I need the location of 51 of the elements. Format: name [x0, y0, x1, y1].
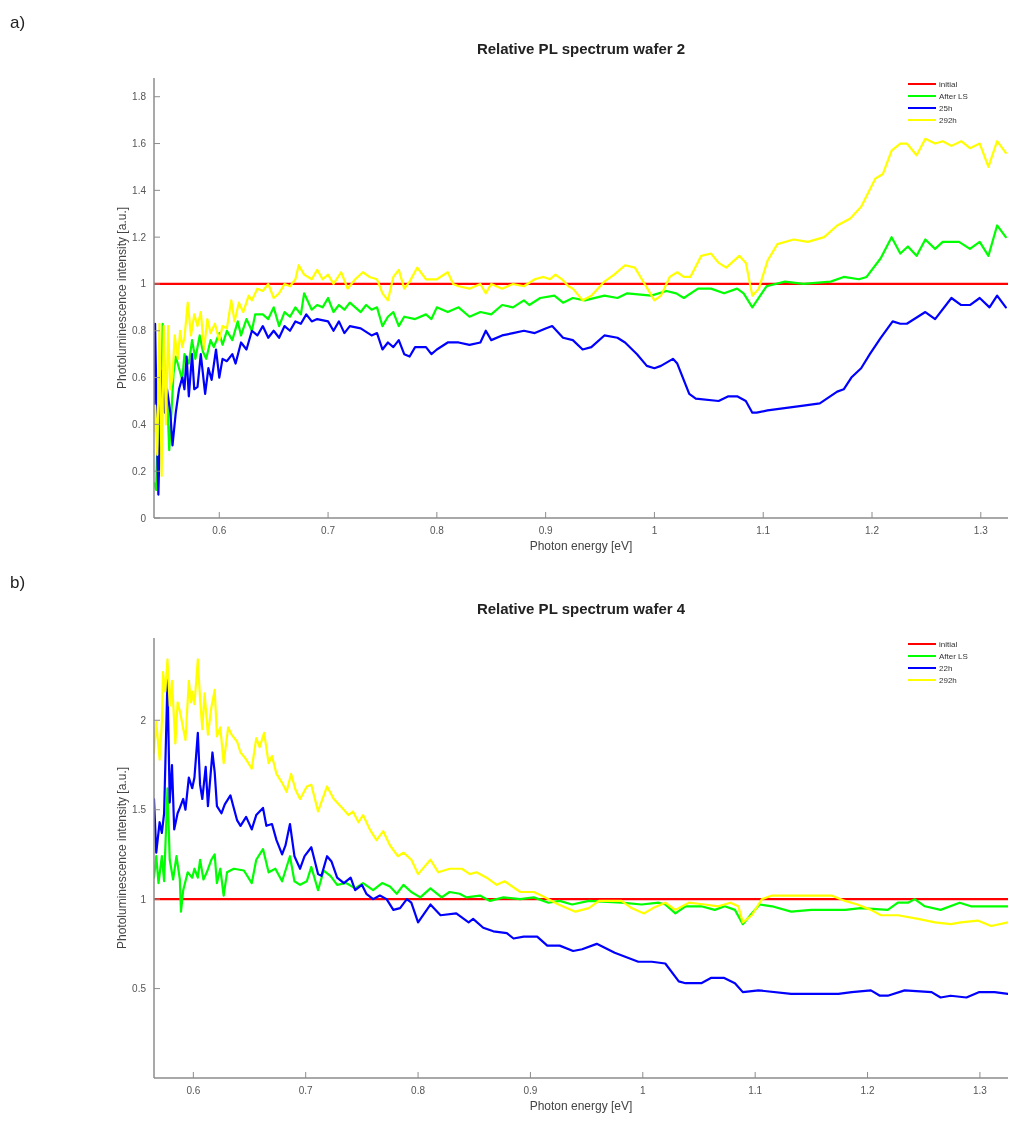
y-tick-label: 1.5	[132, 804, 147, 816]
y-tick-label: 0.8	[132, 325, 147, 337]
y-tick-label: 1.6	[132, 138, 147, 150]
x-tick-label: 0.9	[523, 1085, 538, 1096]
y-axis-title: Photoluminescence intensity [a.u.]	[115, 766, 129, 950]
x-axis-title: Photon energy [eV]	[529, 539, 633, 553]
legend-label: 22h	[939, 664, 953, 673]
chart-title: Relative PL spectrum wafer 4	[476, 600, 686, 617]
x-tick-label: 0.9	[538, 525, 554, 536]
y-tick-label: 1	[140, 893, 147, 905]
legend-label: After LS	[939, 652, 968, 661]
x-tick-label: 0.8	[429, 525, 445, 536]
x-tick-label: 0.7	[321, 525, 336, 536]
text: b)	[10, 573, 26, 592]
text: a)	[10, 13, 26, 32]
legend-label: 292h	[939, 116, 957, 125]
legend-label: After LS	[939, 92, 968, 101]
x-tick-label: 1.3	[972, 1085, 988, 1096]
x-tick-label: 0.7	[298, 1085, 314, 1096]
x-axis-title: Photon energy [eV]	[529, 1099, 633, 1113]
chart-title: Relative PL spectrum wafer 2	[476, 40, 686, 57]
line-series	[154, 658, 1008, 928]
line-series	[154, 224, 1007, 492]
legend-label: 292h	[939, 676, 957, 685]
legend-label: initial	[939, 640, 958, 649]
y-tick-label: 0.6	[132, 372, 147, 384]
x-tick-label: 1.1	[756, 525, 771, 536]
y-axis-title: Photoluminescence intensity [a.u.]	[115, 206, 129, 390]
x-tick-label: 1.3	[973, 525, 989, 536]
legend-label: initial	[939, 80, 958, 89]
x-tick-label: 0.8	[411, 1085, 426, 1096]
x-tick-label: 0.6	[212, 525, 227, 536]
x-tick-label: 1	[640, 1085, 647, 1096]
y-tick-label: 1.4	[132, 184, 147, 196]
x-tick-label: 1.2	[860, 1085, 875, 1096]
y-tick-label: 1	[140, 278, 147, 290]
x-tick-label: 1	[651, 525, 658, 536]
line-series	[154, 294, 1007, 496]
y-tick-label: 2	[140, 714, 147, 726]
y-tick-label: 0.5	[132, 983, 147, 995]
x-tick-label: 1.2	[865, 525, 880, 536]
y-tick-label: 0	[140, 512, 147, 524]
x-tick-label: 1.1	[748, 1085, 763, 1096]
y-tick-label: 1.2	[132, 231, 147, 243]
x-tick-label: 0.6	[186, 1085, 201, 1096]
line-series	[154, 787, 1008, 926]
line-series	[154, 137, 1007, 477]
y-tick-label: 0.4	[132, 418, 147, 430]
y-tick-label: 0.2	[132, 465, 147, 477]
y-tick-label: 1.8	[132, 91, 147, 103]
legend-label: 25h	[939, 104, 953, 113]
